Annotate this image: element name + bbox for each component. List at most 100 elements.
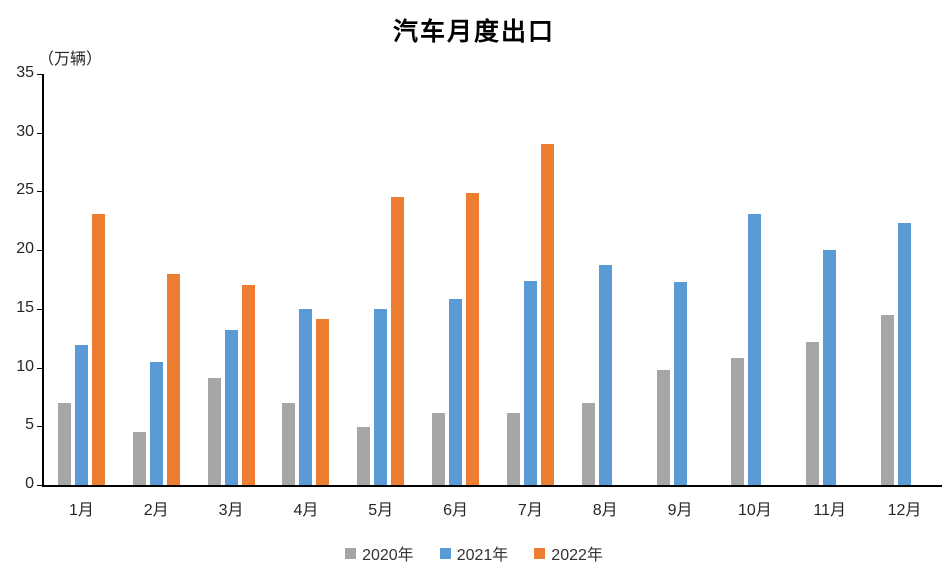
y-axis-unit-label: （万辆） — [38, 51, 103, 68]
bar-2021年-6月 — [449, 299, 463, 485]
bar-group-1月 — [44, 74, 119, 485]
y-axis-tick-label: 35 — [16, 64, 34, 81]
bar-slot — [207, 74, 221, 485]
bar-2021年-9月 — [673, 281, 687, 485]
bar-2020年-4月 — [282, 402, 296, 485]
bar-slot — [374, 74, 388, 485]
y-axis-tick-label: 5 — [25, 416, 34, 434]
x-axis-label-10月: 10月 — [737, 502, 772, 519]
bar-group-4月 — [268, 74, 343, 485]
bar-2022年-7月 — [540, 144, 554, 485]
bar-slot — [132, 74, 146, 485]
x-axis-label-11月: 11月 — [813, 502, 846, 519]
bar-2020年-7月 — [506, 413, 520, 485]
legend: 2020年 2021年 2022年 — [0, 541, 948, 565]
y-axis-tick-label: 15 — [16, 298, 34, 316]
bar-groups — [44, 74, 942, 485]
bar-2021年-1月 — [74, 345, 88, 485]
bar-slot — [74, 74, 88, 485]
bar-2020年-9月 — [656, 369, 670, 485]
bar-group-7月 — [493, 74, 568, 485]
y-axis-tick-label: 0 — [25, 475, 34, 492]
bar-2020年-3月 — [207, 378, 221, 485]
bar-group-12月 — [867, 74, 942, 485]
bar-slot — [506, 74, 520, 485]
legend-marker-icon — [345, 547, 357, 559]
bar-2021年-4月 — [299, 308, 313, 485]
x-axis-label-2月: 2月 — [143, 502, 169, 519]
bar-2021年-7月 — [523, 280, 537, 485]
bar-slot — [449, 74, 463, 485]
bar-group-10月 — [717, 74, 792, 485]
y-axis-tick — [37, 132, 42, 134]
bar-slot — [523, 74, 537, 485]
bar-2020年-10月 — [731, 358, 745, 485]
bar-slot — [57, 74, 71, 485]
y-axis-tick — [37, 74, 42, 75]
x-axis-label-12月: 12月 — [887, 502, 922, 519]
legend-label: 2021年 — [456, 547, 509, 564]
bar-2020年-6月 — [432, 413, 446, 485]
y-axis-tick — [37, 250, 42, 252]
y-axis — [42, 74, 44, 487]
bar-2020年-1月 — [57, 402, 71, 485]
bar-slot — [282, 74, 296, 485]
y-axis-tick-label: 30 — [16, 122, 34, 140]
bar-group-8月 — [568, 74, 643, 485]
legend-item-2020年: 2020年 — [345, 541, 414, 565]
bar-group-11月 — [792, 74, 867, 485]
legend-item-2022年: 2022年 — [534, 541, 603, 565]
bar-slot — [915, 74, 928, 485]
bar-group-9月 — [643, 74, 718, 485]
bar-2020年-5月 — [357, 427, 371, 485]
bar-slot — [748, 74, 762, 485]
bar-slot — [224, 74, 238, 485]
legend-item-2021年: 2021年 — [439, 541, 509, 565]
bar-2022年-5月 — [391, 197, 405, 485]
plot-area: 0 5 10 15 20 25 30 35 — [16, 64, 942, 492]
y-axis-tick-label: 10 — [16, 357, 34, 375]
bar-slot — [391, 74, 405, 485]
x-axis-label-8月: 8月 — [592, 502, 618, 519]
bar-slot — [432, 74, 446, 485]
bar-slot — [598, 74, 612, 485]
bar-slot — [466, 74, 480, 485]
bar-slot — [166, 74, 180, 485]
bar-2022年-2月 — [166, 273, 180, 485]
bar-slot — [149, 74, 163, 485]
y-axis-tick — [37, 308, 42, 310]
bar-slot — [241, 74, 255, 485]
bar-slot — [823, 74, 837, 485]
bar-slot — [316, 74, 330, 485]
bar-slot — [616, 74, 629, 485]
x-axis-labels: 1月 2月 3月 4月 5月 6月 7月 8月 9月 10月 11月 12月 — [44, 496, 942, 520]
bar-2020年-12月 — [881, 314, 895, 485]
bar-slot — [731, 74, 745, 485]
bar-2021年-2月 — [149, 361, 163, 485]
bar-2022年-3月 — [241, 285, 255, 485]
x-axis — [42, 485, 942, 487]
y-axis-tick-label: 20 — [16, 240, 34, 258]
legend-label: 2022年 — [551, 547, 603, 564]
x-axis-label-4月: 4月 — [293, 502, 319, 519]
chart-title: 汽车月度出口 — [392, 19, 555, 46]
bar-slot — [581, 74, 595, 485]
bar-slot — [898, 74, 912, 485]
legend-marker-icon — [439, 547, 451, 559]
bar-2020年-8月 — [581, 402, 595, 485]
bar-2022年-6月 — [466, 192, 480, 485]
bar-slot — [91, 74, 105, 485]
bar-2021年-3月 — [224, 330, 238, 485]
bar-slot — [656, 74, 670, 485]
bar-2021年-10月 — [748, 213, 762, 485]
x-axis-label-5月: 5月 — [368, 502, 394, 519]
bar-group-6月 — [418, 74, 493, 485]
bar-slot — [540, 74, 554, 485]
legend-marker-icon — [534, 547, 546, 559]
bar-slot — [765, 74, 778, 485]
y-axis-tick — [37, 426, 42, 428]
bar-group-3月 — [194, 74, 269, 485]
legend-label: 2020年 — [362, 547, 414, 564]
bar-slot — [357, 74, 371, 485]
y-axis-tick — [37, 485, 42, 486]
